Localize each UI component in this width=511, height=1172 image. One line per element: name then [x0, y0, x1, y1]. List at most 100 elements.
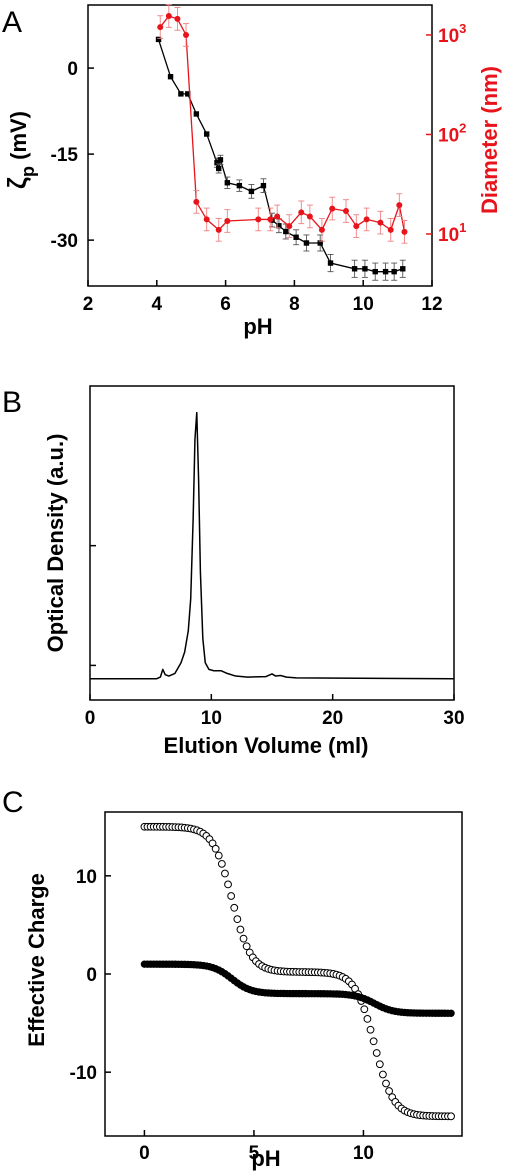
panel-a-zeta-point [351, 266, 358, 272]
panel-a-diameter-point [203, 216, 210, 223]
panel-c-open-point [221, 869, 229, 878]
panel-a-diameter-point [165, 13, 172, 20]
panel-c-y-tick-label: -10 [70, 1063, 97, 1084]
panel-a-diameter-point [267, 216, 274, 223]
panel-a-zeta-point [248, 188, 255, 195]
panel-a-diameter-point [193, 198, 200, 205]
panel-a-diameter-point [286, 223, 293, 230]
panel-c-open-point [242, 942, 251, 951]
panel-a-zeta-point [276, 223, 282, 229]
panel-a-zeta-line [157, 39, 403, 273]
panel-a-diameter-point [329, 205, 336, 212]
panel-c-x-tick-label: 0 [139, 1143, 150, 1164]
panel-c-open-point [230, 903, 239, 912]
panel-a-y2-tick-label: 101 [438, 220, 466, 246]
panel-a-diameter-point [363, 216, 370, 223]
panel-a-diameter-point [343, 208, 349, 215]
panel-a-zeta-point [236, 182, 243, 189]
panel-c: C 0 5 10 10 0 -10 pH Effective Charge [2, 786, 463, 1171]
panel-a-diameter-point [224, 218, 231, 225]
panel-a-zeta-point [193, 111, 200, 117]
panel-a-x-tick-label: 4 [152, 294, 163, 315]
panel-a-y2-tick-base: 10 [438, 26, 459, 47]
panel-a-zeta-point [217, 157, 224, 163]
panel-a-y-tick-label: -15 [51, 145, 79, 166]
panel-a-diameter-point [353, 223, 360, 230]
panel-a-zeta-point [155, 36, 162, 43]
panel-a-diameter-point [401, 228, 408, 235]
panel-a-zeta-point [400, 266, 406, 272]
panel-a-y2-tick-exp: 3 [459, 21, 466, 36]
panel-a-zeta-point [283, 228, 289, 235]
panel-a-diameter-point [306, 213, 313, 220]
panel-c-y-ticks: 10 0 -10 [70, 867, 111, 1084]
panel-a-x-tick-label: 6 [220, 294, 231, 315]
panel-a-diameter-point [387, 226, 394, 233]
panel-a-zeta-point [224, 180, 231, 186]
panel-a-y-label-sub: p [18, 166, 38, 177]
panel-b-x-tick-label: 10 [201, 708, 222, 729]
panel-b-letter: B [2, 386, 22, 419]
panel-a-zeta-point [372, 268, 378, 275]
panel-a-x-tick-label: 10 [353, 294, 374, 315]
panel-c-open-point [227, 892, 236, 900]
panel-c-x-ticks: 0 5 10 [139, 1130, 374, 1164]
panel-a-y2-tick-exp: 1 [459, 220, 466, 235]
panel-a-y2-tick-exp: 2 [459, 120, 466, 135]
panel-a-zeta-point [178, 91, 184, 97]
panel-a-diameter-point [174, 15, 181, 22]
panel-c-open-point [360, 1005, 369, 1014]
panel-c-y-label: Effective Charge [24, 873, 49, 1047]
panel-b-x-ticks: 0 10 20 30 [85, 694, 465, 729]
panel-b-x-tick-label: 0 [85, 708, 96, 729]
panel-c-open-point [236, 925, 245, 934]
panel-a-y2-tick-label: 102 [438, 120, 466, 146]
panel-a-y-label-rest: (mV) [6, 111, 31, 166]
panel-b-y-label: Optical Density (a.u.) [43, 434, 68, 653]
panel-b-x-tick-label: 20 [322, 708, 343, 729]
panel-c-open-point [379, 1070, 387, 1079]
panel-b-x-label: Elution Volume (ml) [164, 733, 369, 758]
panel-a-x-label: pH [243, 314, 272, 339]
panel-a-zeta-point [303, 240, 310, 246]
panel-a-frame [87, 4, 433, 287]
panel-c-open-point [382, 1079, 390, 1088]
panel-a-diameter-series [157, 4, 408, 244]
panel-a-x-tick-label: 12 [421, 294, 442, 315]
panel-c-open-point [372, 1049, 381, 1057]
panel-a-diameter-point [183, 31, 190, 38]
panel-a-zeta-point [185, 91, 191, 97]
panel-a-diameter-point [377, 219, 384, 226]
panel-c-y-tick-label: 0 [86, 965, 97, 986]
panel-a-letter: A [2, 6, 22, 39]
panel-a-diameter-point [396, 202, 403, 209]
panel-a-x-tick-label: 8 [289, 294, 300, 315]
panel-b-x-tick-label: 30 [443, 708, 464, 729]
panel-a-diameter-point [215, 226, 222, 233]
panel-c-open-point [214, 851, 223, 860]
panel-c-open-point [239, 934, 248, 943]
panel-a-x-tick-label: 2 [83, 294, 94, 315]
panel-a-zeta-point [362, 266, 368, 272]
panel-a-y2-tick-base: 10 [438, 225, 459, 246]
panel-a-zeta-point [317, 240, 323, 246]
panel-a-zeta-point [382, 268, 389, 275]
panel-a-y-tick-label: -30 [51, 231, 78, 252]
panel-c-charge-series [140, 822, 455, 1121]
panel-c-open-point [233, 915, 242, 924]
panel-a-diameter-point [298, 209, 305, 216]
panel-a-zeta-point [327, 260, 334, 266]
panel-a-zeta-point [260, 182, 267, 189]
panel-c-open-point [363, 1014, 372, 1023]
panel-a-zeta-point [214, 160, 220, 166]
panel-a-x-ticks: 2 4 6 8 10 12 [83, 280, 443, 315]
panel-a-zeta-series [155, 36, 406, 281]
panel-a-zeta-point [293, 234, 299, 240]
panel-b-elution-trace [90, 411, 455, 680]
panel-c-open-point [447, 1112, 455, 1121]
panel-a-diameter-point [255, 216, 262, 223]
panel-c-y-tick-label: 10 [76, 867, 97, 888]
panel-a-diameter-point [318, 226, 325, 233]
